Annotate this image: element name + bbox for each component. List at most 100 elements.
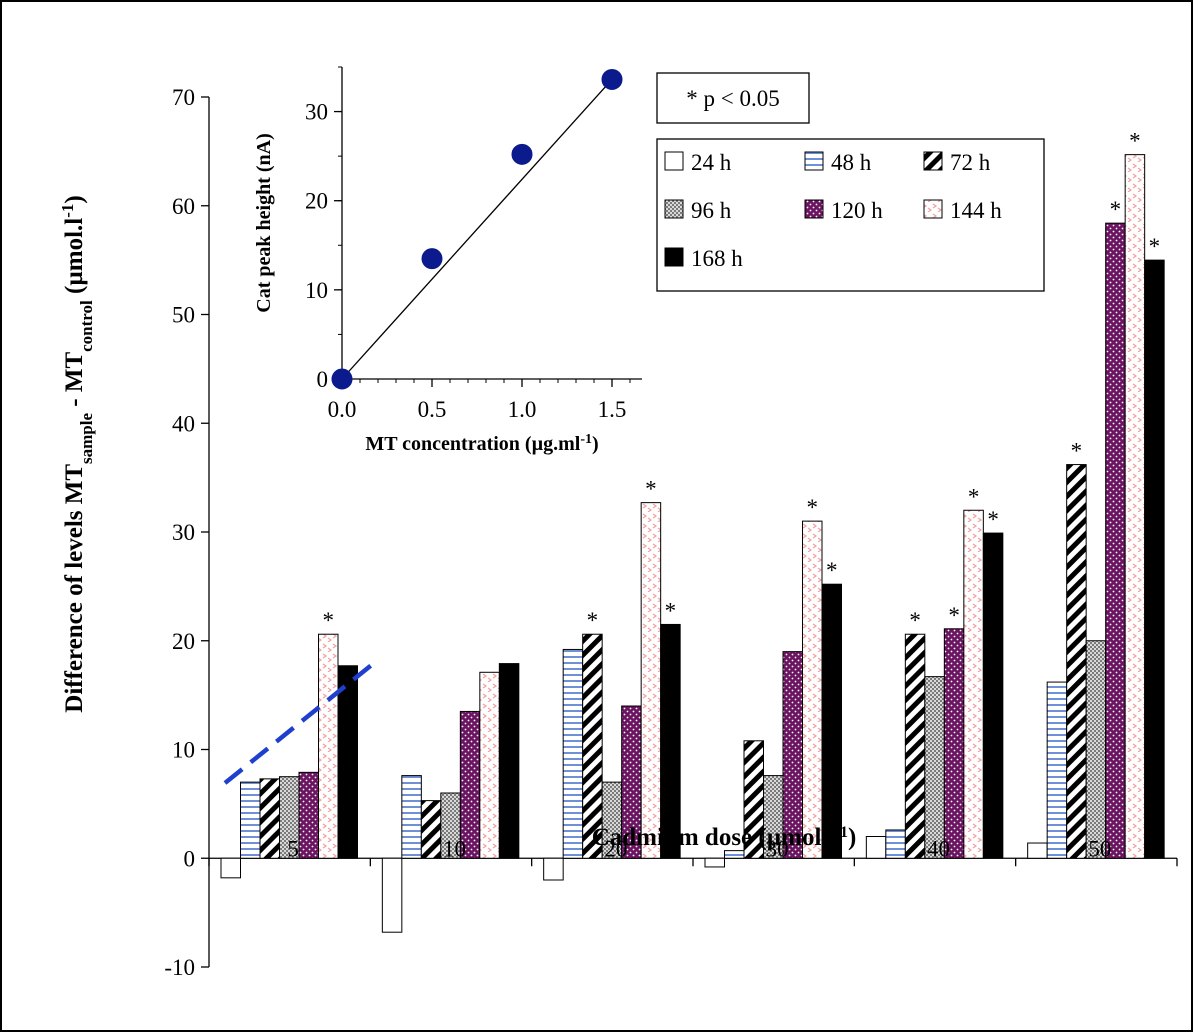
bar	[498, 663, 520, 859]
bar	[660, 623, 681, 859]
bar	[865, 836, 887, 859]
legend-label: 72 h	[950, 150, 991, 175]
legend-swatch	[664, 151, 684, 171]
inset-data-point	[331, 368, 353, 390]
bar	[562, 648, 584, 859]
x-category-label: 20	[604, 836, 627, 861]
inset-x-tick-label: 1.0	[508, 397, 537, 422]
y-axis-title: Difference of levels MTsample - MTcontro…	[58, 195, 96, 712]
bar	[802, 520, 823, 859]
inset-scatter-chart: 0 10 20 30 0.0 0.5 1.0 1.5MT concentration (µg.…	[253, 66, 642, 455]
bar	[543, 857, 564, 881]
bar	[401, 775, 422, 859]
inset-plot-area	[342, 67, 642, 379]
bar	[640, 502, 662, 859]
significance-star: *	[968, 484, 980, 509]
bar	[259, 778, 280, 859]
y-tick-label: 70	[172, 85, 195, 110]
legend-swatch	[804, 151, 824, 171]
x-category-label: 30	[766, 836, 789, 861]
y-tick-label: -10	[164, 955, 195, 980]
inset-x-tick-label: 0.0	[328, 397, 357, 422]
inset-x-tick-label: 1.5	[598, 397, 627, 422]
x-category-label: 10	[443, 836, 466, 861]
legend-label: 168 h	[691, 246, 743, 271]
y-tick-label: 30	[172, 520, 195, 545]
inset-data-point	[421, 248, 443, 270]
inset-x-tick-label: 0.5	[418, 397, 447, 422]
bar	[982, 532, 1004, 859]
inset-y-tick-label: 10	[305, 278, 328, 303]
x-category-label: 5	[287, 836, 299, 861]
inset-y-tick-label: 30	[305, 100, 328, 125]
y-tick-label: 0	[184, 846, 196, 871]
bar	[1124, 154, 1146, 859]
significance-star: *	[1129, 129, 1141, 154]
legend-label: 144 h	[950, 198, 1002, 223]
legend-label: 96 h	[691, 198, 732, 223]
bar	[821, 583, 842, 859]
bar	[298, 771, 319, 859]
inset-data-point	[511, 143, 533, 165]
y-tick-label: 50	[172, 303, 195, 328]
inset-data-point	[601, 68, 623, 90]
significance-star: *	[587, 608, 599, 633]
legend-swatch	[923, 151, 943, 171]
bar	[381, 857, 403, 933]
significance-star: *	[909, 608, 921, 633]
legend-swatch	[923, 199, 943, 219]
y-tick-label: 40	[172, 411, 195, 436]
significance-note-box	[656, 72, 810, 124]
bar	[1046, 681, 1068, 859]
bar	[1085, 640, 1107, 859]
bar	[1027, 842, 1048, 859]
significance-note: * p < 0.05	[686, 86, 779, 111]
bar	[1066, 464, 1087, 859]
y-tick-label: 60	[172, 194, 195, 219]
bar	[704, 857, 725, 868]
significance-star: *	[1071, 439, 1083, 464]
significance-star: *	[665, 598, 677, 623]
inset-y-tick-label: 0	[317, 367, 329, 392]
bar	[943, 628, 965, 859]
legend-swatch	[804, 199, 824, 219]
significance-star: *	[323, 608, 335, 633]
significance-star: *	[948, 603, 960, 628]
bar	[963, 509, 984, 859]
legend-swatch	[664, 199, 684, 219]
bar	[924, 676, 945, 859]
y-tick-label: 20	[172, 629, 195, 654]
significance-star: *	[826, 558, 838, 583]
x-category-label: 50	[1088, 836, 1111, 861]
bar	[582, 633, 603, 859]
significance-star: *	[645, 477, 657, 502]
bar	[1105, 222, 1126, 859]
legend-label: 24 h	[691, 150, 732, 175]
bar	[220, 857, 241, 879]
inset-y-tick-label: 20	[305, 189, 328, 214]
bar	[1144, 259, 1165, 859]
significance-star: *	[807, 495, 819, 520]
bar	[420, 800, 442, 859]
legend-swatch	[664, 247, 684, 267]
significance-star: *	[1149, 234, 1161, 259]
inset-trendline	[341, 79, 613, 380]
y-tick-label: 10	[172, 738, 195, 763]
significance-star: *	[987, 507, 999, 532]
bar	[240, 781, 261, 859]
inset-y-axis-title: Cat peak height (nA)	[253, 133, 275, 312]
main-bar-chart: -10 0 10 20 30 40 50 60 70 5 10 20 30 40 50 * * * * * * * * * * *…	[58, 85, 1178, 980]
bar	[885, 829, 906, 859]
legend: * p < 0.05 24 h 48 h 72 h 96 h 120 h 144 h 168 …	[656, 72, 1045, 292]
bar	[724, 850, 745, 859]
bar	[337, 665, 358, 859]
bar	[904, 633, 926, 859]
legend-label: 120 h	[831, 198, 883, 223]
legend-label: 48 h	[831, 150, 872, 175]
significance-star: *	[1110, 197, 1122, 222]
bar	[479, 671, 500, 859]
legend-box	[656, 138, 1045, 292]
x-axis-title: Cadmium dose (µmol.l-1)	[592, 824, 857, 852]
